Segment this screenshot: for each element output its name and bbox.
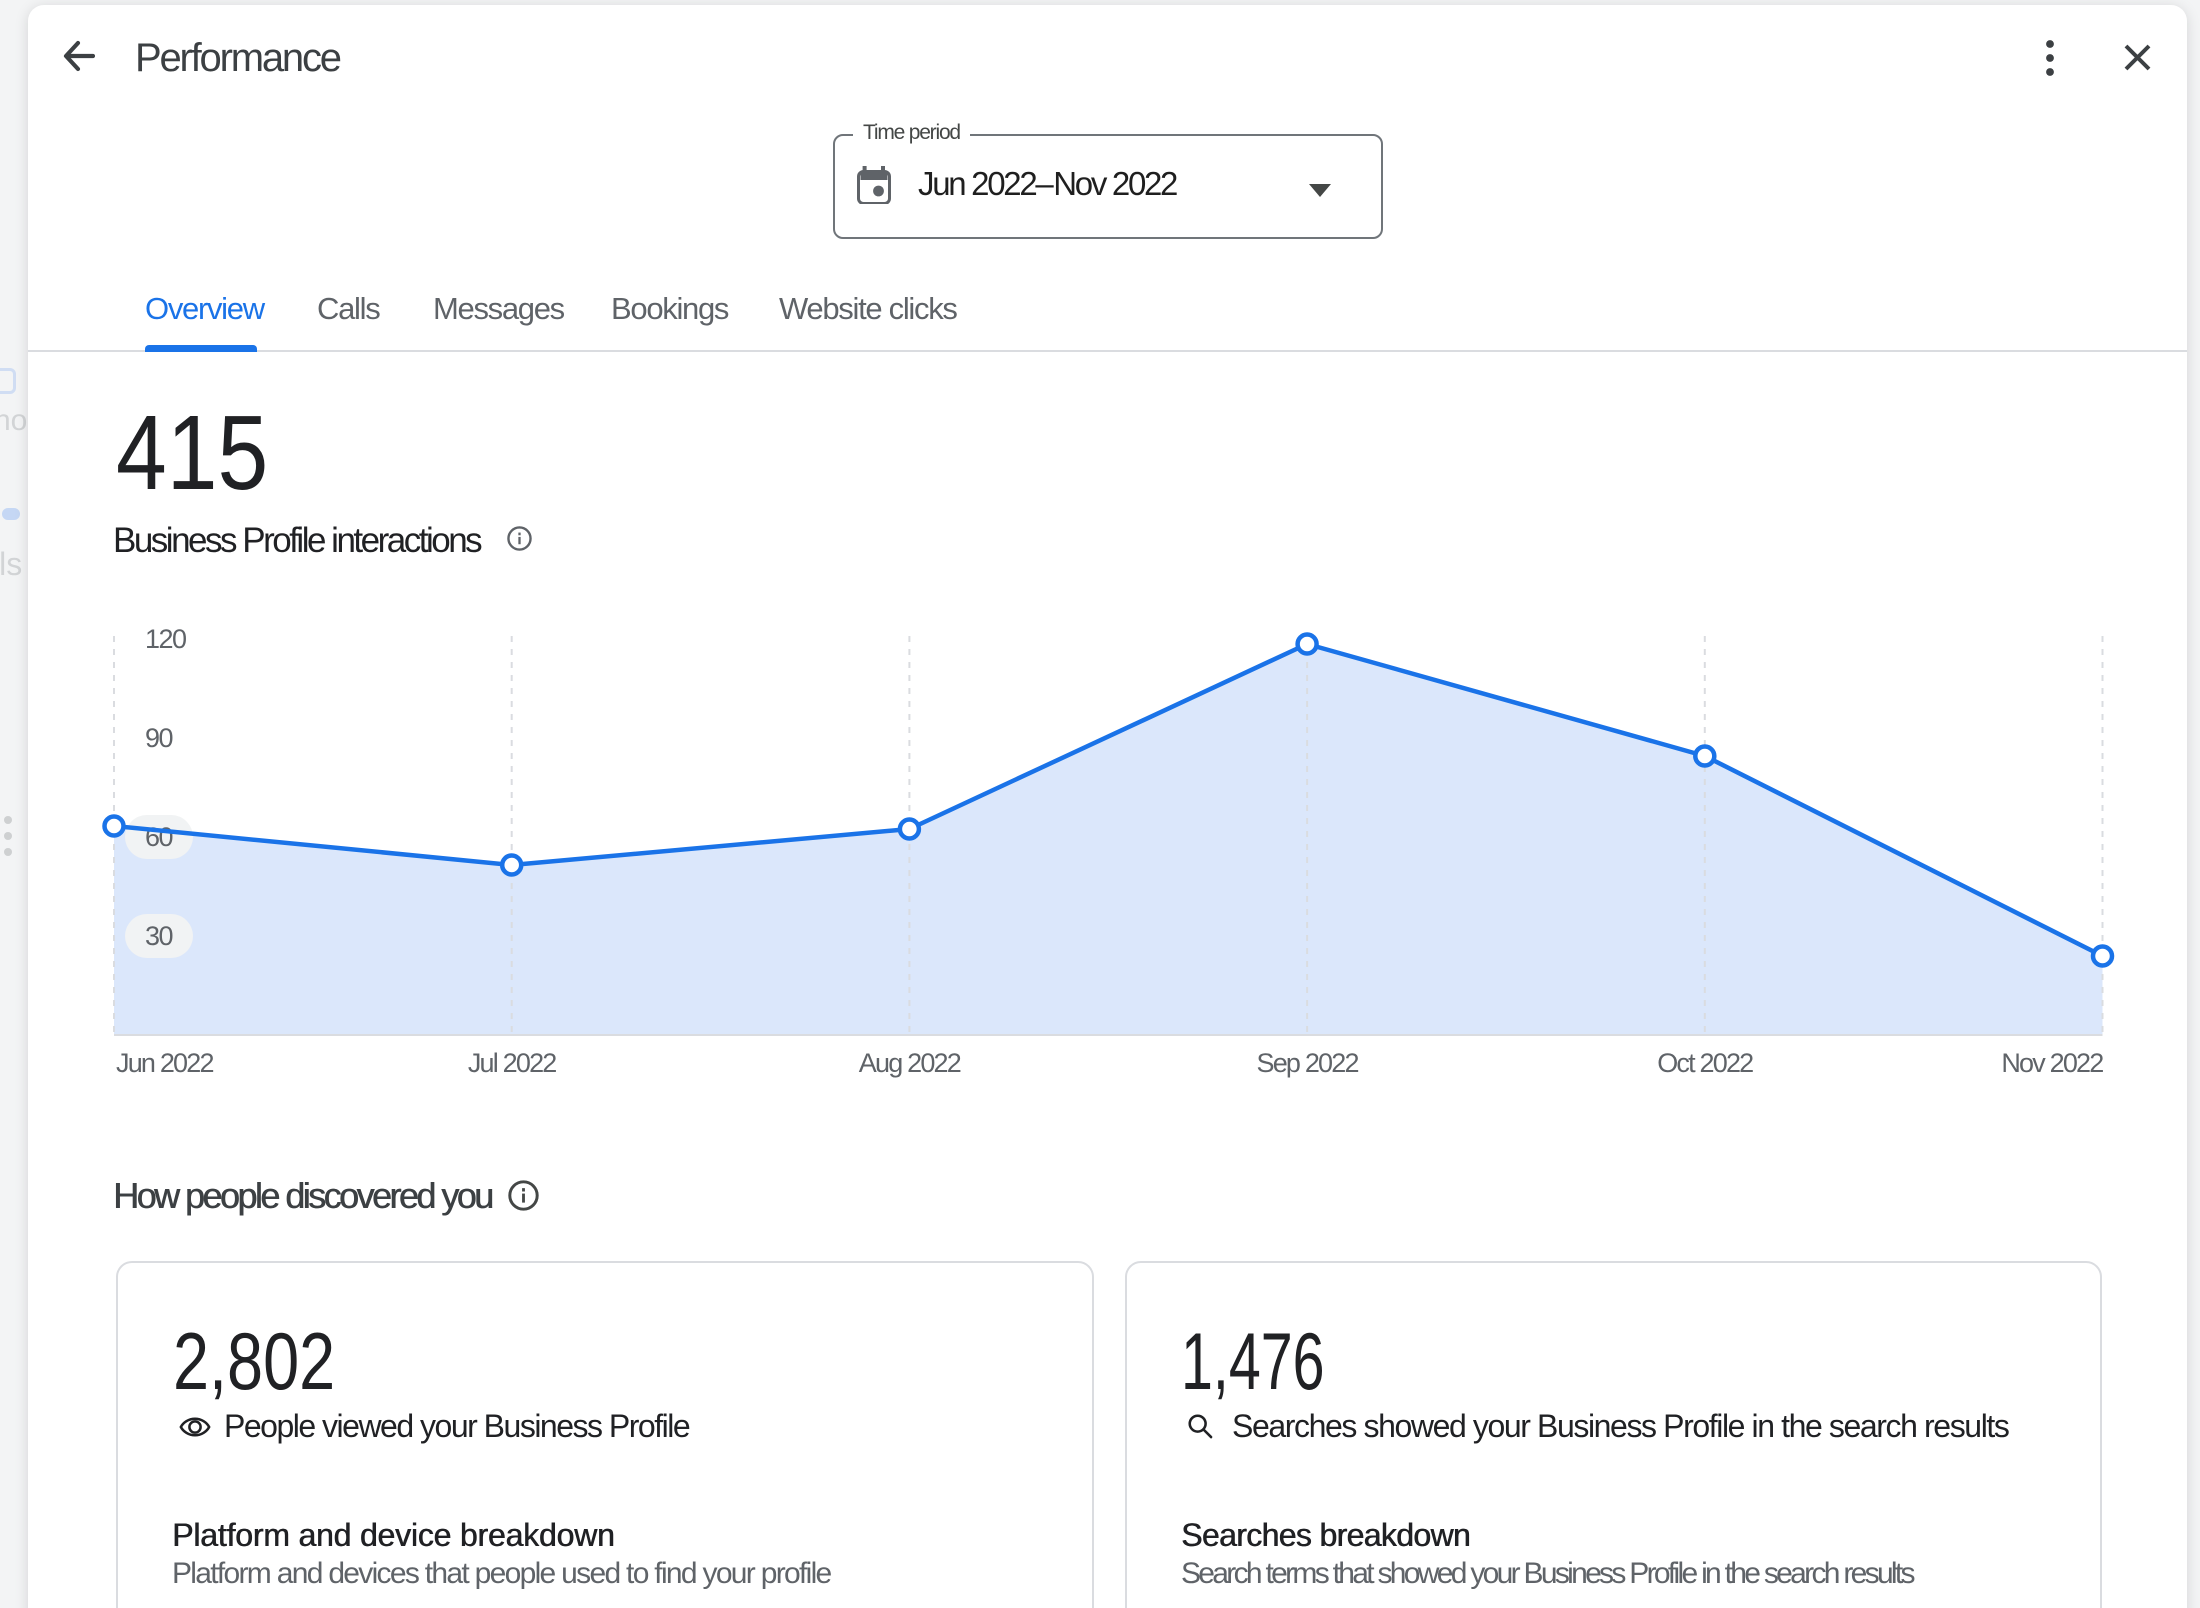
svg-text:Nov 2022: Nov 2022 xyxy=(2001,1048,2103,1078)
svg-text:Aug 2022: Aug 2022 xyxy=(859,1048,961,1078)
svg-text:Oct 2022: Oct 2022 xyxy=(1657,1048,1753,1078)
svg-text:30: 30 xyxy=(145,921,173,951)
svg-text:120: 120 xyxy=(145,624,186,654)
svg-text:90: 90 xyxy=(145,723,173,753)
svg-text:Jul 2022: Jul 2022 xyxy=(468,1048,556,1078)
svg-text:Jun 2022: Jun 2022 xyxy=(116,1048,213,1078)
svg-text:Sep 2022: Sep 2022 xyxy=(1256,1048,1358,1078)
svg-text:60: 60 xyxy=(145,822,173,852)
